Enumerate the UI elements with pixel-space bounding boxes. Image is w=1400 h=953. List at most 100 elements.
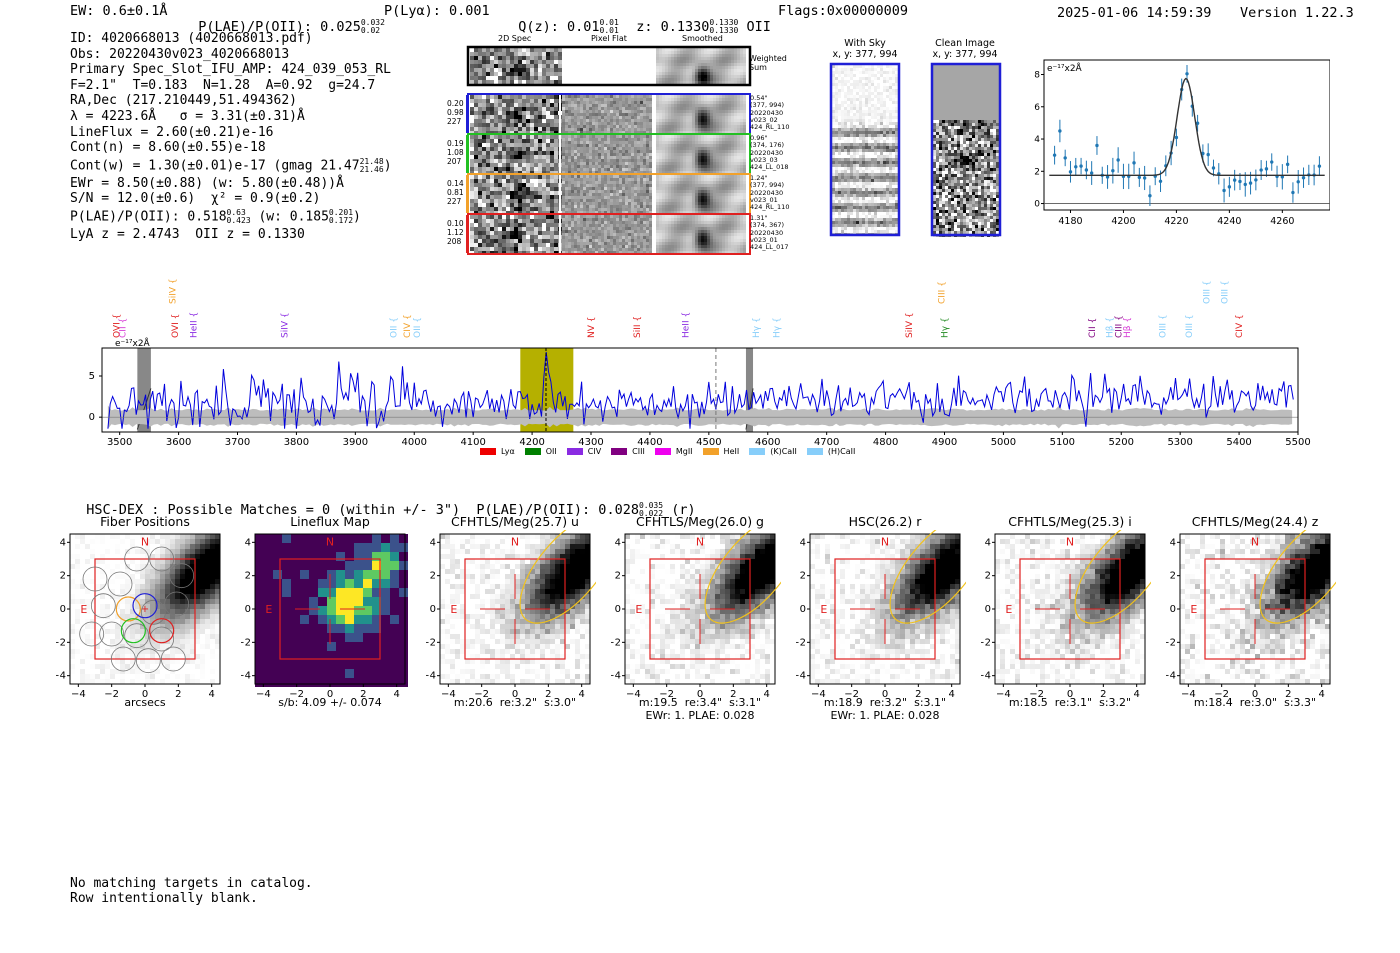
zoom-data-point [1074,165,1078,169]
aperture-box [834,558,936,660]
header-plae: P(LAE)/P(OII): 0.025 0.032 0.02 [198,18,385,36]
spectrum-xtick: 4800 [873,437,898,448]
clean-image [933,65,999,237]
zoom-ytick: 0 [1034,200,1040,210]
legend-entry: (K)CaII [749,447,797,456]
zoom-data-point [1301,175,1306,180]
center-marker: + [141,604,149,615]
aperture-box [94,558,196,660]
info-ewr: EWr = 8.50(±0.88) (w: 5.80(±0.48))Å [70,175,344,191]
spectrum-line-label: OVI { [171,314,181,338]
panel-xtick: −4 [441,689,456,700]
zoom-data-point [1227,185,1232,189]
zoom-data-point [1132,161,1136,165]
panel-ytick: −2 [241,637,251,648]
zoom-data-point [1052,153,1057,157]
panel-title: CFHTLS/Meg(26.0) g [636,514,764,529]
panel-xtick: −2 [1029,689,1044,700]
fiber-circle [149,546,175,572]
footer-text: No matching targets in catalog. Row inte… [70,876,313,906]
panel-xtick: −4 [811,689,826,700]
spectrum-ytick: 0 [89,412,95,423]
panel-ytick: 2 [615,571,621,582]
spectrum-xtick: 5500 [1285,437,1310,448]
legend-swatch [566,448,583,455]
info-obs: Obs: 20220430v023_4020668013 [70,46,290,62]
fiber-circle [124,623,150,649]
spectrum-line-label: Hγ { [752,317,762,338]
panel-xtick: 2 [545,689,551,700]
panel-xtick: 0 [1252,689,1258,700]
row-left-3: 0.14 0.81 227 [447,179,464,206]
panel-xtick: 4 [763,689,769,700]
panel-xtick: 0 [512,689,518,700]
zoom-spectrum-chart: e⁻¹⁷x2Å 0 2 4 6 8 4180 4200 4220 4240 4260 [1034,59,1330,227]
info-plae: P(LAE)/P(OII): 0.518 0.63 0.423 (w: 0.185 0… [70,208,361,226]
header-ew: EW: 0.6±0.1Å [70,3,168,19]
panel-title: Fiber Positions [100,514,190,529]
panel-xtick: 4 [208,689,214,700]
panel-image [995,534,1145,684]
spectrum-line-label: HeII { [681,312,691,338]
zoom-data-point [1317,164,1322,168]
zoom-fit-curve [1049,77,1325,176]
panel-image [70,534,220,684]
panel-ytick: −4 [56,671,66,682]
legend-label: CIII [632,447,645,456]
col-label-smoothed: Smoothed [682,34,723,43]
spectrum-line [107,352,1294,429]
image-panel: N E −4 −4 −2 −2 0 0 2 2 4 4 [241,533,408,700]
info-fparams: F=2.1" T=0.183 N=1.28 A=0.92 g=24.7 [70,77,376,93]
legend-swatch [611,448,628,455]
legend-entry: CIV [566,447,601,456]
zoom-data-point [1206,152,1210,157]
spectrum-line-label: OIII { [1158,314,1168,338]
panel-subtitle: m:20.6 re:3.2" s:3.0" [453,696,577,709]
zoom-data-point [1185,72,1189,76]
panel-subtitle: m:19.5 re:3.4" s:3.1" [638,696,762,709]
spectrum-line-label: CII { [1088,318,1098,338]
legend-entry: OII [524,447,557,456]
info-contw: Cont(w) = 1.30(±0.01)e-17 (gmag 21.47 21.… [70,156,392,174]
fiber-circle [124,546,150,572]
spectrum-xtick: 4100 [460,437,485,448]
info-contn: Cont(n) = 8.60(±0.55)e-18 [70,140,266,156]
east-label: E [265,603,272,616]
legend-entry: HeII [702,447,739,456]
spectrum-line-label: Hβ { [1105,317,1115,338]
panel-xtick: −2 [104,689,119,700]
spectrum-line-label: HeII { [189,312,199,338]
weighted-sum-frame [466,45,752,87]
legend-label: (H)CaII [827,447,856,456]
panel-title: CFHTLS/Meg(25.7) u [451,514,579,529]
spectrum-line-label: SiIV { [905,312,915,338]
with-sky-frame [829,62,901,237]
spectrum-xtick: 4900 [932,437,957,448]
spectrum-xtick: 4400 [637,437,662,448]
panel-subtitle: s/b: 4.09 +/- 0.074 [278,696,382,709]
panel-ytick: 2 [60,571,66,582]
east-label: E [80,603,87,616]
spectrum-line-label: CIV { [403,314,413,338]
panel-subtitle-2: EWr: 1. PLAE: 0.028 [645,709,755,722]
zoom-data-point [1148,194,1152,198]
spectrum-line-label: SiIV { [281,312,291,338]
fiber-circle [115,596,141,622]
spectrum-xtick: 5100 [1050,437,1075,448]
spectrum-line-label: OII { [413,317,423,338]
panel-image [810,534,960,684]
legend-swatch [654,448,671,455]
panel-ytick: 4 [800,537,806,548]
panel-xtick: −4 [71,689,86,700]
info-lineflux: LineFlux = 2.60(±0.21)e-16 [70,124,274,140]
panel-ytick: 0 [245,604,251,615]
zoom-data-point [1174,135,1179,140]
fiber-circle [99,621,125,647]
fiber-circle [110,646,136,672]
panel-xtick: −2 [1214,689,1229,700]
north-label: N [141,535,149,548]
zoom-data-point [1201,151,1205,156]
panel-ytick: −2 [426,637,436,648]
legend-swatch [806,448,823,455]
spectrum-line-label: CIII { [938,281,948,304]
